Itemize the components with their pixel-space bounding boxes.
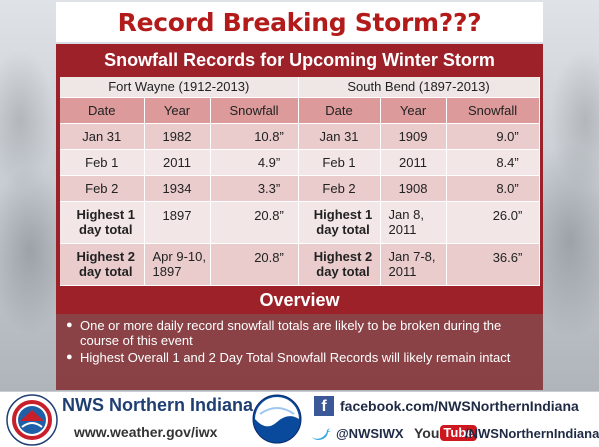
nws-seal-icon [6,394,58,446]
table-cell: Highest 2 day total [60,243,145,286]
table-cell: 10.8” [210,123,299,150]
column-header: Year [380,97,447,124]
table-cell: Jan 8, 2011 [380,201,447,244]
youtube-you-text: You [414,425,440,441]
table-cell: Highest 1 day total [60,201,145,244]
noaa-logo-icon [252,394,302,444]
table-cell: Jan 31 [60,123,145,150]
bullet-icon: ● [66,351,73,363]
city-header-row: Fort Wayne (1912-2013) South Bend (1897-… [60,77,540,98]
table-cell: 1934 [144,175,211,202]
table-cell: 8.4” [446,149,540,176]
table-cell: 20.8” [210,243,299,286]
snowfall-records-table: Fort Wayne (1912-2013) South Bend (1897-… [60,77,540,286]
table-cell: Jan 31 [298,123,381,150]
table-cell: 1982 [144,123,211,150]
table-cell: Feb 2 [60,175,145,202]
city-fort-wayne: Fort Wayne (1912-2013) [60,77,299,98]
table-cell: Feb 2 [298,175,381,202]
table-cell: 36.6” [446,243,540,286]
youtube-logo-icon[interactable]: You Tube [414,424,477,442]
website-link[interactable]: www.weather.gov/iwx [74,424,218,440]
twitter-link[interactable]: @NWSIWX [336,426,404,441]
table-cell: 1897 [144,201,211,244]
table-row: Feb 2 1934 3.3” Feb 2 1908 8.0” [60,175,540,202]
bullet-icon: ● [66,319,73,331]
column-header: Snowfall [210,97,299,124]
table-cell: 1908 [380,175,447,202]
list-item: ● One or more daily record snowfall total… [66,318,535,348]
youtube-link[interactable]: /NWSNorthernIndiana [465,426,599,441]
table-cell: Feb 1 [298,149,381,176]
table-cell: Highest 1 day total [298,201,381,244]
table-cell: 9.0” [446,123,540,150]
facebook-link[interactable]: facebook.com/NWSNorthernIndiana [340,398,579,414]
overview-bullet-list: ● One or more daily record snowfall total… [56,314,543,365]
org-name: NWS Northern Indiana [62,395,254,415]
page-title: Record Breaking Storm??? [117,7,482,37]
youtube-tube-text: Tube [440,425,477,441]
table-row: Highest 2 day total Apr 9-10, 1897 20.8”… [60,243,540,286]
table-cell: 26.0” [446,201,540,244]
table-cell: Feb 1 [60,149,145,176]
table-cell: 2011 [380,149,447,176]
table-cell: 2011 [144,149,211,176]
column-header: Date [60,97,145,124]
twitter-bird-icon[interactable] [310,427,332,441]
bullet-text: Highest Overall 1 and 2 Day Total Snowfa… [80,350,511,365]
table-cell: 3.3” [210,175,299,202]
records-subtitle: Snowfall Records for Upcoming Winter Sto… [104,50,495,70]
facebook-icon[interactable]: f [314,396,334,416]
table-row: Highest 1 day total 1897 20.8” Highest 1… [60,201,540,244]
bullet-text: One or more daily record snowfall totals… [80,318,502,348]
city-south-bend: South Bend (1897-2013) [298,77,540,98]
table-cell: Jan 7-8, 2011 [380,243,447,286]
title-bar: Record Breaking Storm??? [56,2,543,42]
table-cell: 8.0” [446,175,540,202]
table-cell: 4.9” [210,149,299,176]
table-row: Jan 31 1982 10.8” Jan 31 1909 9.0” [60,123,540,150]
table-cell: 20.8” [210,201,299,244]
table-cell: 1909 [380,123,447,150]
column-header-row: Date Year Snowfall Date Year Snowfall [60,97,540,124]
list-item: ● Highest Overall 1 and 2 Day Total Snowf… [66,350,535,365]
column-header: Snowfall [446,97,540,124]
overview-body: ● One or more daily record snowfall total… [56,314,543,390]
table-row: Feb 1 2011 4.9” Feb 1 2011 8.4” [60,149,540,176]
overview-title: Overview [259,289,340,310]
column-header: Date [298,97,381,124]
overview-header-bar [56,286,543,314]
table-cell: Highest 2 day total [298,243,381,286]
column-header: Year [144,97,211,124]
table-cell: Apr 9-10, 1897 [144,243,211,286]
